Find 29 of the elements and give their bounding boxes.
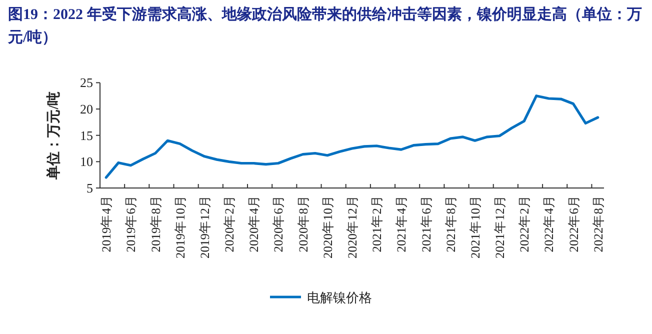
x-tick-label: 2021年10月 (468, 195, 482, 258)
x-tick-label: 2022年4月 (542, 195, 556, 252)
x-tick-label: 2020年6月 (272, 195, 286, 252)
x-tick-label: 2022年2月 (518, 195, 532, 252)
y-tick-label: 15 (80, 128, 93, 143)
x-tick-label: 2020年12月 (346, 195, 360, 258)
x-tick-label: 2020年10月 (320, 195, 335, 258)
chart-title: 图19：2022 年受下游需求高涨、地缘政治风险带来的供给冲击等因素，镍价明显走高（单位：万元/吨） (8, 5, 643, 48)
x-tick-label: 2019年6月 (124, 195, 138, 252)
x-tick-label: 2022年6月 (566, 195, 581, 252)
y-tick-label: 5 (86, 180, 93, 196)
y-tick-label: 20 (80, 102, 93, 117)
x-tick-label: 2019年12月 (198, 195, 212, 258)
x-tick-label: 2021年12月 (493, 195, 508, 258)
x-tick-label: 2021年8月 (444, 195, 458, 252)
x-tick-label: 2019年4月 (100, 195, 114, 252)
x-tick-label: 2021年4月 (394, 195, 409, 252)
legend-label: 电解镍价格 (307, 290, 372, 305)
y-axis-title: 单位：万元/吨 (46, 91, 62, 180)
x-tick-label: 2019年8月 (148, 195, 163, 252)
y-tick-label: 25 (80, 75, 93, 90)
x-tick-label: 2021年2月 (370, 195, 384, 252)
x-tick-label: 2020年2月 (222, 195, 237, 252)
x-tick-label: 2020年8月 (296, 195, 310, 252)
x-tick-label: 2021年6月 (419, 195, 434, 252)
x-tick-label: 2022年8月 (591, 195, 606, 252)
y-tick-label: 10 (80, 154, 93, 170)
x-tick-label: 2020年4月 (247, 195, 262, 252)
x-tick-label: 2019年10月 (173, 195, 188, 258)
